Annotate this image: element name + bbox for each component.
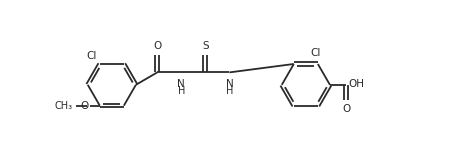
Text: O: O (342, 104, 350, 114)
Text: S: S (202, 41, 209, 52)
Text: H: H (177, 86, 185, 96)
Text: OH: OH (348, 79, 364, 89)
Text: H: H (226, 86, 233, 96)
Text: Cl: Cl (311, 48, 321, 58)
Text: O: O (81, 101, 89, 111)
Text: N: N (177, 79, 185, 89)
Text: O: O (153, 41, 161, 52)
Text: CH₃: CH₃ (54, 101, 73, 111)
Text: Cl: Cl (86, 51, 97, 61)
Text: N: N (226, 79, 233, 89)
